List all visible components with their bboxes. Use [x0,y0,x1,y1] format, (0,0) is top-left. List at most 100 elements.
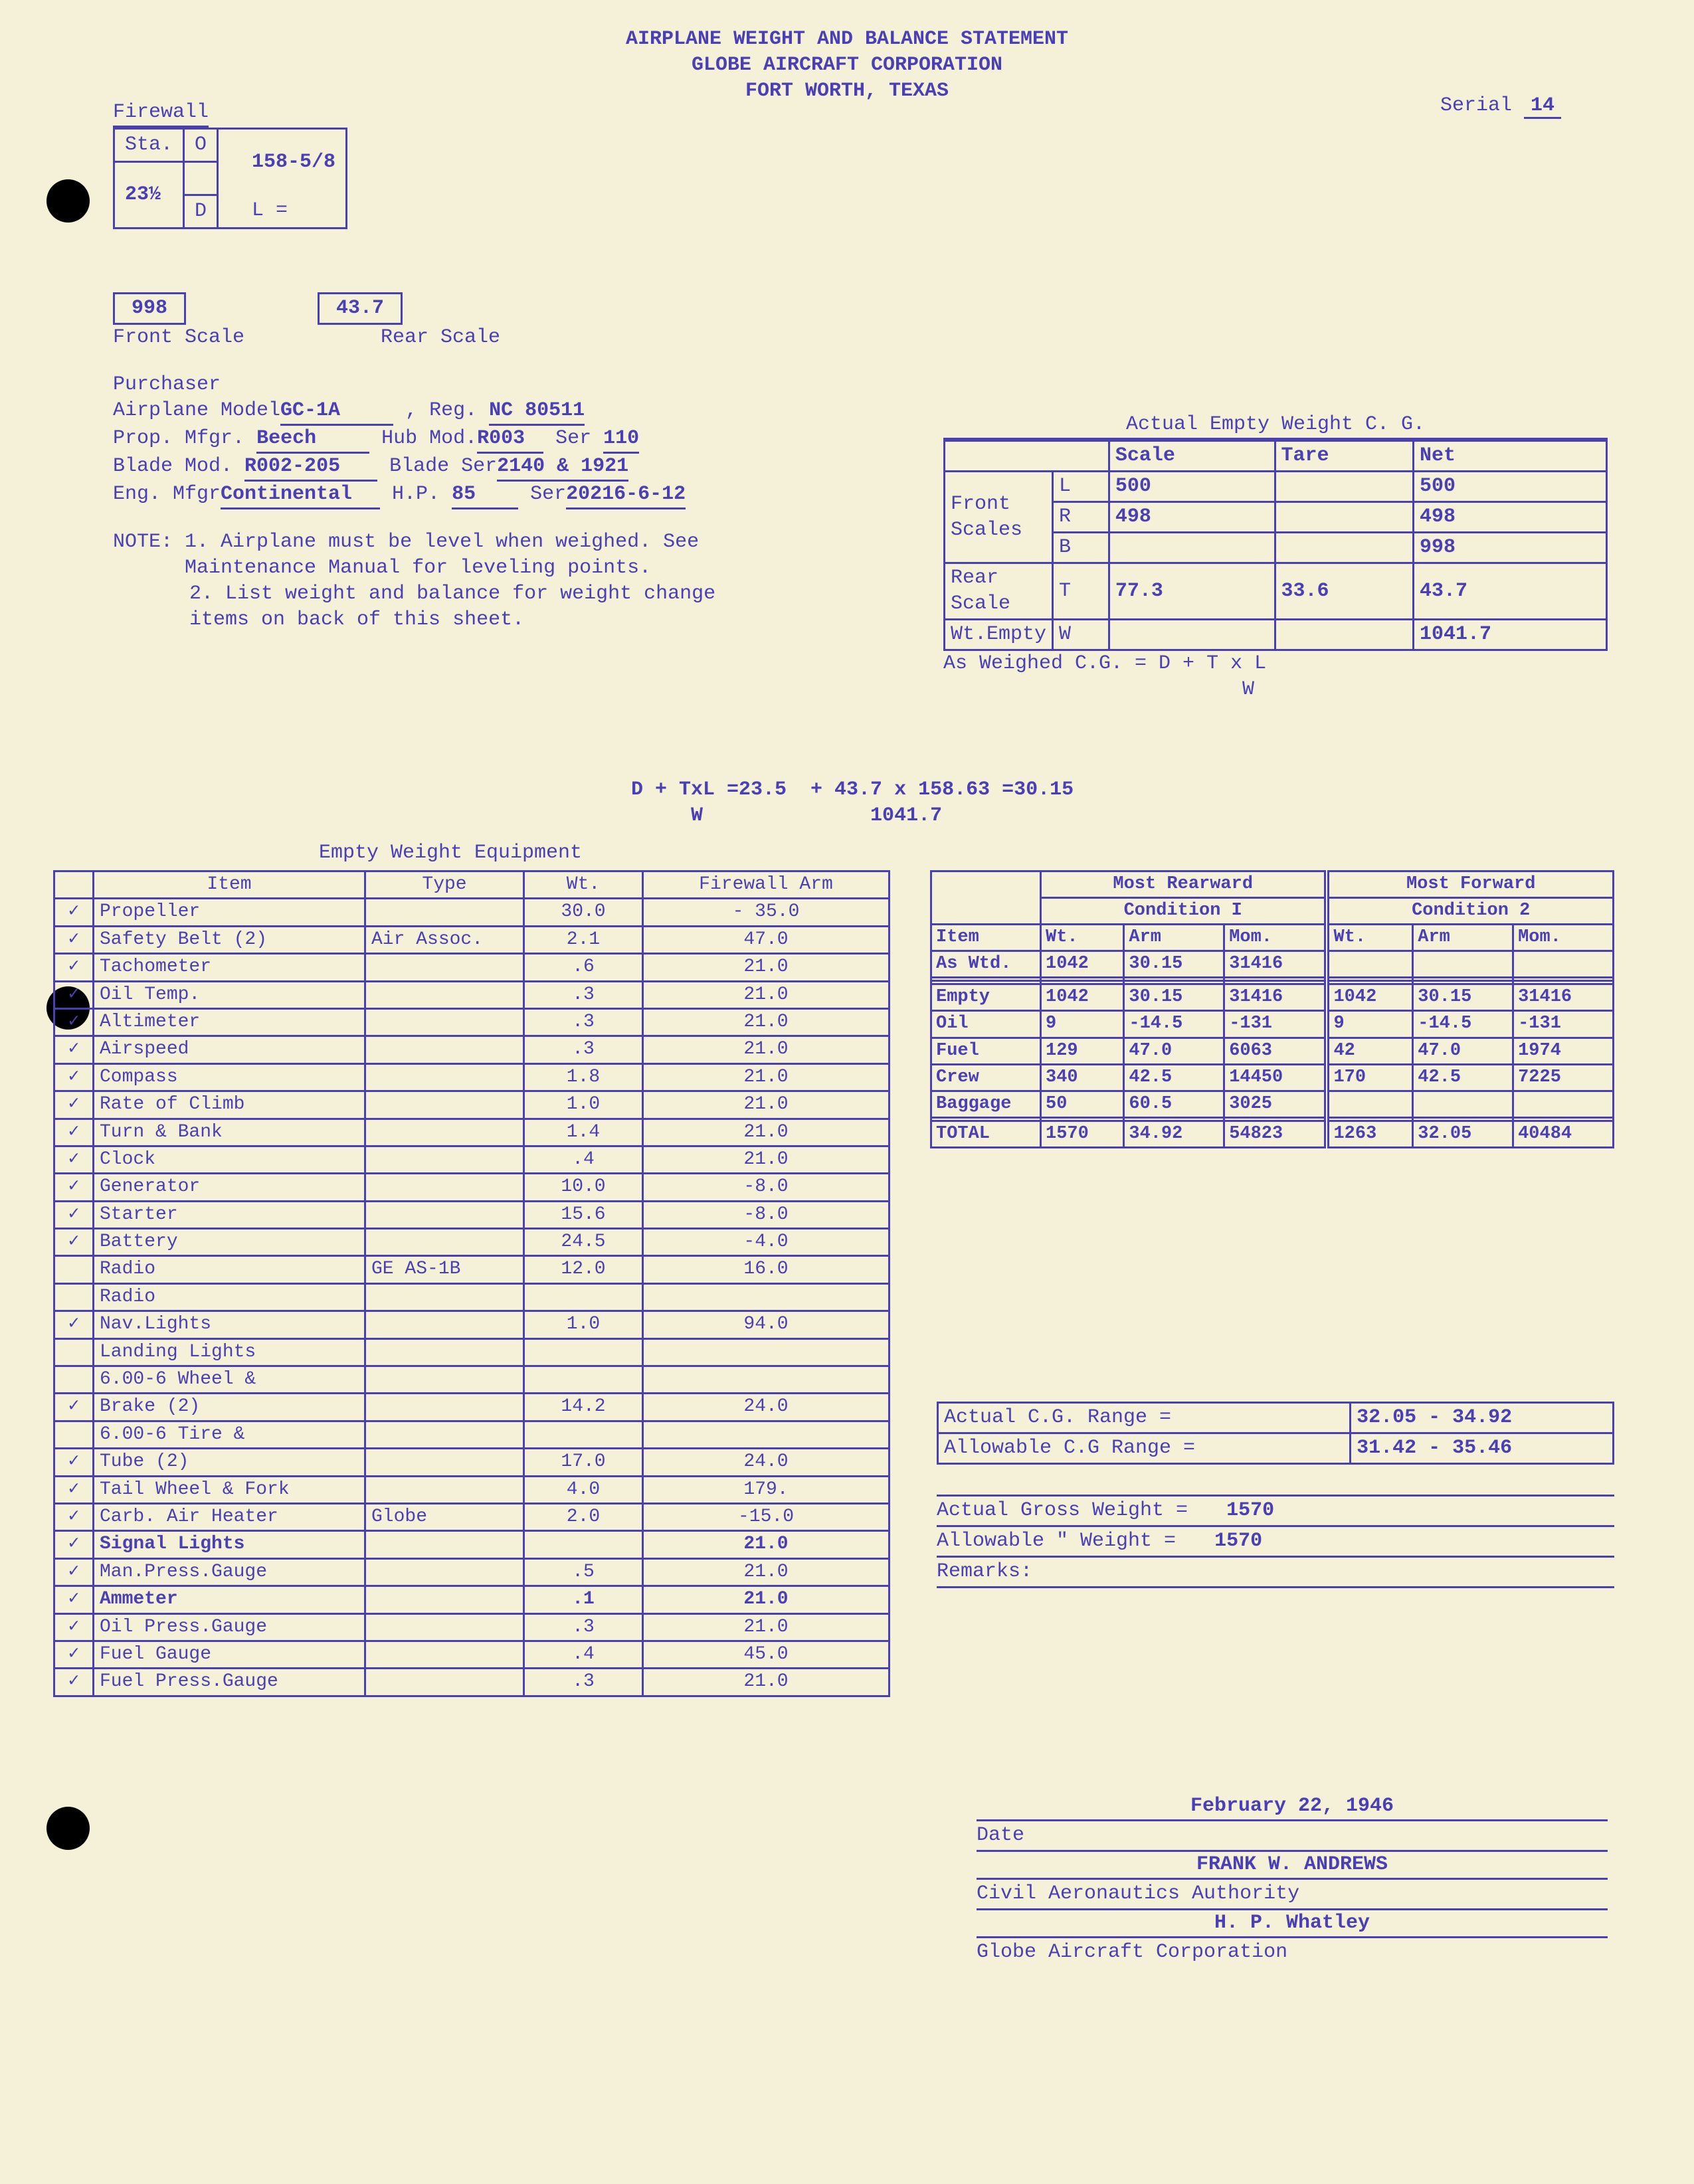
firewall-table: Sta.O158-5/8 23½ DL = [113,128,347,229]
note1: 1. Airplane must be level when weighed. … [185,529,783,581]
fw-l: L = [218,195,347,228]
ae-r-net: 498 [1413,502,1606,533]
formula: D + TxL =23.5 + 43.7 x 158.63 =30.15 W 1… [631,777,1561,829]
sig-name1: FRANK W. ANDREWS [977,1852,1608,1878]
equip-row: ✓Clock.421.0 [54,1146,890,1173]
cond-row: As Wtd.104230.1531416 [931,951,1614,978]
formula-line1: D + TxL =23.5 + 43.7 x 158.63 =30.15 [631,777,1561,803]
note-label: NOTE: [113,531,173,553]
blade-mod-val: R002-205 [244,454,377,482]
eh-wt: Wt. [524,871,643,899]
ae-table: ScaleTareNet Front ScalesL500500 R498498… [943,440,1608,651]
equip-row: Radio [54,1283,890,1311]
allow-cg-val: 31.42 - 35.46 [1351,1433,1614,1464]
hub-mod-label: Hub Mod. [381,427,477,450]
actual-cg-label: Actual C.G. Range = [938,1403,1351,1433]
ae-front: Front Scales [945,472,1053,563]
equip-row: ✓Turn & Bank1.421.0 [54,1119,890,1146]
notes: NOTE: 1. Airplane must be level when wei… [113,529,877,633]
ch-arm1: Arm [1124,925,1224,951]
prop-mfgr-label: Prop. Mfgr. [113,427,244,450]
cg-results: Actual C.G. Range =32.05 - 34.92 Allowab… [937,1402,1614,1465]
ch-mom2: Mom. [1513,925,1614,951]
fw-sta-val: 23½ [114,162,184,228]
ae-formula: As Weighed C.G. = D + T x L [943,651,1608,677]
eh-arm: Firewall Arm [643,871,890,899]
rear-scale-val: 43.7 [318,292,403,325]
cond-row: Baggage5060.53025 [931,1091,1614,1117]
hp-val: 85 [452,482,518,509]
ae-t-net: 43.7 [1413,563,1606,620]
equip-row: ✓Battery24.5-4.0 [54,1229,890,1256]
equip-row: ✓Starter15.6-8.0 [54,1201,890,1228]
ae-b-net: 998 [1413,533,1606,563]
equip-row: ✓Nav.Lights1.094.0 [54,1311,890,1338]
header-line2: GLOBE AIRCRAFT CORPORATION [33,52,1661,78]
remarks-label: Remarks: [937,1556,1614,1586]
equip-row: 6.00-6 Wheel & [54,1366,890,1394]
front-scale-label: Front Scale [113,325,246,351]
equip-row: ✓ Tube (2)17.024.0 [54,1449,890,1476]
fw-o: O [184,129,218,162]
equip-row: ✓Fuel Gauge.445.0 [54,1641,890,1668]
ch-fwd: Most Forward [1327,871,1613,898]
ae-rear: Rear Scale [945,563,1053,620]
serial-value: 14 [1524,94,1561,119]
fw-d: D [184,195,218,228]
date-val: February 22, 1946 [977,1793,1608,1819]
results-section: Actual Gross Weight = 1570 Allowable " W… [937,1495,1614,1588]
equip-row: ✓ Brake (2)14.224.0 [54,1394,890,1421]
ae-scale-h: Scale [1109,441,1275,472]
blade-ser-val: 2140 & 1921 [497,454,628,482]
cond-row: Crew34042.51445017042.57225 [931,1064,1614,1091]
signatures: February 22, 1946 Date FRANK W. ANDREWS … [977,1793,1608,1967]
blade-ser-label: Blade Ser [389,455,497,478]
ae-tare-h: Tare [1275,441,1413,472]
fw-dist: 158-5/8 [218,129,347,195]
equip-row: ✓Signal Lights21.0 [54,1531,890,1558]
ch-wt2: Wt. [1327,925,1412,951]
hub-mod-val: R003 [477,426,543,454]
ae-l-net: 500 [1413,472,1606,502]
equip-row: ✓Generator10.0-8.0 [54,1174,890,1201]
reg-val: NC 80511 [489,398,585,426]
equip-row: ✓Propeller30.0- 35.0 [54,899,890,926]
serial: Serial 14 [1440,93,1561,119]
ae-T: T [1053,563,1109,620]
firewall-label: Firewall [113,100,209,128]
eng-mfgr-val: Continental [221,482,380,509]
serial-label: Serial [1440,94,1512,117]
cond-row: Fuel12947.060634247.01974 [931,1038,1614,1064]
ch-item: Item [931,925,1041,951]
fw-sta: Sta. [114,129,184,162]
ch-wt1: Wt. [1041,925,1124,951]
ch-mom1: Mom. [1224,925,1327,951]
sig-name2: H. P. Whatley [977,1910,1608,1936]
eng-ser-label: Ser [530,483,566,505]
eh-item: Item [94,871,365,899]
blade-mod-label: Blade Mod. [113,455,233,478]
date-label: Date [977,1819,1608,1852]
actual-gross-val: 1570 [1226,1499,1274,1522]
cond-table: Most RearwardMost Forward Condition ICon… [930,870,1614,1148]
actual-cg-val: 32.05 - 34.92 [1351,1403,1614,1433]
equip-row: ✓Rate of Climb1.021.0 [54,1091,890,1119]
ae-t-scale: 77.3 [1109,563,1275,620]
eng-mfgr-label: Eng. Mfgr [113,483,221,505]
allowable-val: 1570 [1214,1530,1262,1552]
sig-auth1: Civil Aeronautics Authority [977,1878,1608,1910]
equip-row: ✓Oil Temp..321.0 [54,981,890,1008]
allowable-label: Allowable " Weight = [937,1530,1176,1552]
front-scale-val: 998 [113,292,186,325]
cond-row: TOTAL157034.9254823126332.0540484 [931,1121,1614,1147]
equip-row: ✓Carb. Air HeaterGlobe2.0-15.0 [54,1503,890,1530]
ae-w-net: 1041.7 [1413,620,1606,650]
ser-label: Ser [555,427,591,450]
equip-row: ✓Tail Wheel & Fork4.0179. [54,1476,890,1503]
allow-cg-label: Allowable C.G Range = [938,1433,1351,1464]
ae-title: Actual Empty Weight C. G. [943,412,1608,440]
ae-formula2: W [1242,677,1608,703]
reg-label: , Reg. [405,399,477,422]
equip-row: 6.00-6 Tire & [54,1421,890,1448]
equip-row: ✓Man.Press.Gauge.521.0 [54,1558,890,1586]
